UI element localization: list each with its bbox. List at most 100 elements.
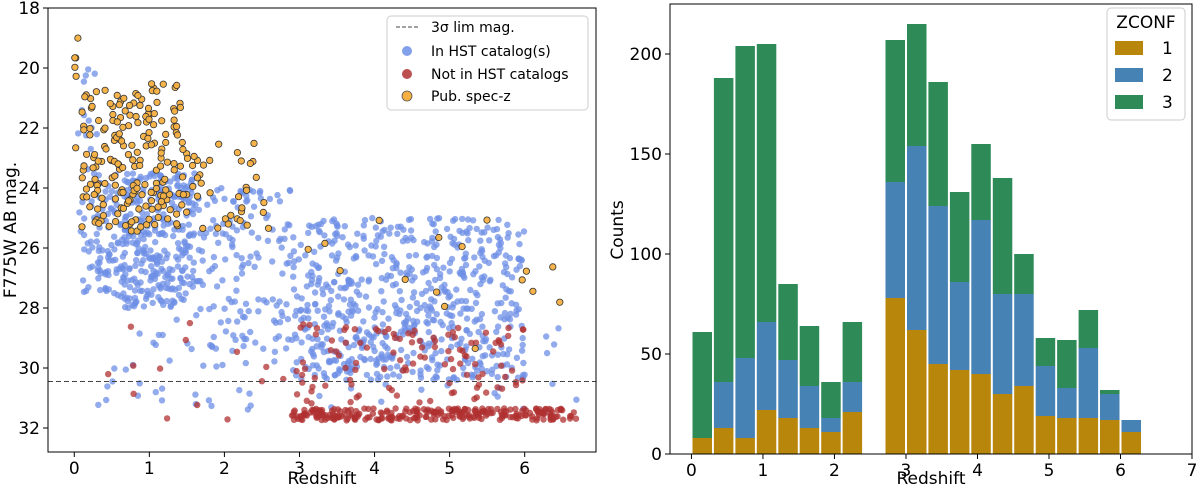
scatter-point: [382, 276, 390, 283]
scatter-point: [501, 309, 509, 317]
scatter-point: [189, 283, 196, 290]
scatter-point: [508, 367, 516, 374]
scatter-point: [311, 374, 318, 382]
scatter-point: [425, 312, 432, 319]
scatter-point: [94, 205, 102, 213]
scatter-point: [312, 223, 319, 230]
y-tick-label: 50: [640, 345, 662, 365]
scatter-point: [520, 359, 527, 367]
scatter-point: [129, 301, 136, 309]
scatter-point: [163, 158, 171, 166]
scatter-point: [372, 260, 380, 268]
scatter-point: [534, 407, 541, 414]
scatter-point: [211, 262, 219, 270]
scatter-point: [424, 406, 431, 413]
scatter-point: [394, 223, 402, 230]
scatter-point: [213, 363, 220, 370]
right-legend-box: [1106, 7, 1186, 121]
scatter-point: [162, 284, 170, 292]
x-tick-label: 6: [1115, 461, 1126, 481]
scatter-point: [550, 341, 558, 348]
scatter-point: [311, 301, 319, 308]
scatter-point: [512, 405, 519, 413]
scatter-point: [175, 284, 183, 292]
y-tick-label: 100: [630, 245, 662, 265]
scatter-point: [386, 230, 393, 237]
scatter-point: [170, 232, 177, 240]
scatter-point: [147, 197, 156, 205]
scatter-point: [98, 194, 106, 202]
scatter-point: [74, 34, 82, 42]
scatter-point: [317, 411, 324, 419]
scatter-point: [246, 390, 253, 397]
scatter-point: [405, 252, 413, 260]
scatter-point: [120, 94, 128, 102]
scatter-point: [515, 231, 522, 238]
scatter-point: [397, 357, 404, 364]
scatter-point: [360, 235, 367, 242]
scatter-point: [458, 297, 465, 305]
scatter-point: [310, 353, 318, 360]
scatter-point: [154, 213, 162, 221]
scatter-point: [248, 229, 255, 236]
scatter-point: [512, 381, 520, 389]
scatter-point: [193, 174, 202, 182]
scatter-point: [342, 339, 349, 346]
scatter-point: [479, 323, 486, 330]
scatter-point: [251, 263, 258, 270]
scatter-point: [269, 258, 276, 265]
scatter-point: [185, 198, 193, 205]
scatter-point: [180, 279, 187, 287]
scatter-point: [477, 361, 484, 368]
scatter-point: [104, 383, 111, 390]
right-y-ticks: 0 50 100 150 200: [630, 45, 670, 465]
scatter-point: [148, 274, 155, 281]
scatter-point: [214, 224, 222, 232]
scatter-point: [463, 371, 471, 379]
scatter-point: [475, 328, 482, 336]
scatter-point: [497, 245, 504, 252]
scatter-point: [441, 361, 449, 368]
scatter-point: [173, 316, 180, 323]
x-tick-label: 1: [144, 459, 155, 479]
histogram-bar-zconf-3: [1057, 340, 1077, 388]
scatter-point: [219, 277, 226, 284]
scatter-point: [136, 330, 143, 337]
scatter-point: [412, 251, 420, 259]
scatter-point: [410, 349, 417, 357]
scatter-point: [122, 271, 129, 278]
histogram-bar-zconf-1: [821, 432, 841, 454]
scatter-point: [190, 152, 198, 160]
scatter-point: [504, 351, 511, 358]
left-axes-frame: [47, 7, 597, 453]
scatter-point: [284, 221, 291, 228]
scatter-point: [343, 318, 350, 326]
scatter-point: [158, 117, 166, 125]
scatter-point: [433, 311, 440, 318]
scatter-point: [126, 265, 133, 272]
scatter-point: [163, 415, 171, 422]
left-x-ticks: 0 1 2 3 4 5 6: [69, 452, 530, 479]
scatter-point: [80, 126, 88, 134]
scatter-point: [493, 328, 500, 335]
scatter-point: [179, 173, 187, 181]
scatter-point: [152, 341, 159, 349]
scatter-point: [432, 373, 439, 380]
scatter-point: [498, 362, 505, 369]
scatter-point: [489, 366, 496, 373]
scatter-point: [390, 330, 397, 338]
x-tick-label: 4: [972, 461, 983, 481]
scatter-point: [543, 333, 550, 340]
scatter-point: [94, 259, 102, 266]
scatter-point: [176, 162, 184, 170]
scatter-point: [224, 416, 231, 423]
scatter-point: [432, 416, 439, 423]
scatter-point: [573, 396, 580, 403]
histogram-bar-zconf-2: [735, 358, 755, 438]
scatter-point: [102, 286, 109, 293]
scatter-point: [207, 225, 214, 232]
scatter-point: [445, 294, 452, 301]
scatter-point: [259, 208, 267, 216]
scatter-point: [377, 373, 384, 381]
scatter-point: [507, 406, 514, 413]
